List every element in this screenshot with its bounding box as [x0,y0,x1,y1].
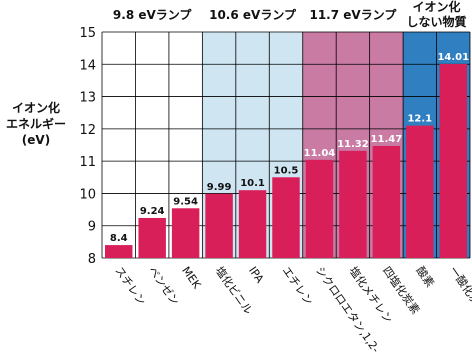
zone-label: 11.7 eVランプ [309,7,397,22]
bar-value-label: 9.99 [207,182,232,193]
x-category-label: シクロロエタン,1,2- [313,264,382,355]
bar-value-label: 9.54 [173,196,198,207]
bar-value-label: 9.24 [140,206,165,217]
bar [406,125,434,258]
y-tick-label: 14 [79,58,96,73]
bar-value-label: 11.47 [371,134,403,145]
bar [238,190,267,258]
bar [205,193,233,258]
bar [439,63,467,258]
bar-value-label: 10.5 [274,165,299,176]
bar [171,208,200,258]
y-tick-label: 11 [79,155,96,170]
y-axis-label: イオン化 [12,100,60,115]
zone-label: 9.8 eVランプ [113,7,193,22]
x-category-label: 一酸化炭素 [447,264,472,317]
x-category-label: エチレン [280,264,316,307]
bar [372,145,401,258]
bar-value-label: 12.1 [407,114,432,125]
bar-value-label: 11.04 [304,148,336,159]
bar-value-label: 8.4 [110,233,128,244]
bar [138,217,166,258]
bar-value-label: 10.1 [240,178,265,189]
bar-value-label: 11.32 [337,139,369,150]
x-category-label: スチレン [112,264,148,307]
y-tick-label: 10 [79,187,96,202]
x-category-label: IPA [246,264,266,286]
y-axis-label: (eV) [22,133,50,147]
y-tick-label: 12 [79,123,96,138]
y-tick-label: 15 [79,26,96,41]
x-category-label: ベンゼン [146,264,182,307]
bar [272,177,300,258]
x-category-label: 酸素 [413,264,437,290]
x-category-label: MEK [179,264,204,291]
y-tick-label: 13 [79,91,96,106]
y-tick-label: 8 [88,252,96,267]
zone-label: イオン化 [413,0,461,14]
bar [339,150,367,258]
y-axis-label: エネルギー [6,116,66,131]
zone-label: しない物質 [407,14,467,29]
bar [105,245,133,258]
zone-label: 10.6 eVランプ [209,7,297,22]
bar [305,159,334,258]
y-tick-label: 9 [88,220,96,235]
bar-value-label: 14.01 [437,52,469,63]
